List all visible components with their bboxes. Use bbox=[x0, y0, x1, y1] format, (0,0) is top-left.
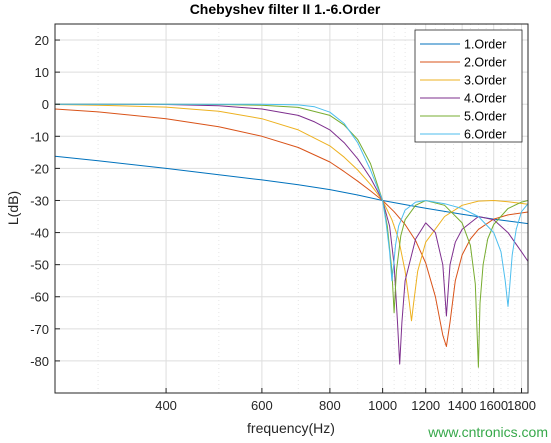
x-axis-title: frequency(Hz) bbox=[247, 420, 335, 436]
legend-label: 3.Order bbox=[464, 74, 506, 88]
legend-label: 1.Order bbox=[464, 38, 506, 52]
series-lines bbox=[54, 103, 529, 368]
y-tick-label: -50 bbox=[30, 258, 49, 273]
series-line bbox=[55, 103, 529, 307]
x-tick-label: 1000 bbox=[368, 398, 397, 413]
y-tick-label: 10 bbox=[35, 65, 49, 80]
y-tick-label: 0 bbox=[42, 97, 49, 112]
legend-label: 5.Order bbox=[464, 110, 506, 124]
y-tick-label: -60 bbox=[30, 290, 49, 305]
legend-label: 6.Order bbox=[464, 128, 506, 142]
series-line bbox=[55, 103, 529, 368]
y-tick-label: -70 bbox=[30, 322, 49, 337]
y-tick-label: -40 bbox=[30, 226, 49, 241]
legend-label: 4.Order bbox=[464, 92, 506, 106]
chart-title: Chebyshev filter II 1.-6.Order bbox=[190, 1, 381, 17]
x-tick-label: 400 bbox=[155, 398, 177, 413]
plot-frame bbox=[54, 23, 529, 394]
y-tick-label: -30 bbox=[30, 193, 49, 208]
y-tick-label: -10 bbox=[30, 129, 49, 144]
legend: 1.Order 2.Order 3.Order 4.Order 5.Order 6.Ord… bbox=[414, 29, 523, 143]
y-axis-title: L(dB) bbox=[5, 191, 21, 225]
legend-label: 2.Order bbox=[464, 56, 506, 70]
x-tick-label: 1600 bbox=[479, 398, 508, 413]
series-line bbox=[54, 104, 529, 322]
y-tick-label: 20 bbox=[35, 33, 49, 48]
x-tick-label: 1800 bbox=[507, 398, 536, 413]
y-tick-label: -80 bbox=[30, 354, 49, 369]
x-tick-label: 1400 bbox=[448, 398, 477, 413]
x-tick-label: 1200 bbox=[411, 398, 440, 413]
watermark-text: www.cntronics.com bbox=[427, 424, 548, 440]
y-tick-label: -20 bbox=[30, 161, 49, 176]
x-tick-label: 600 bbox=[251, 398, 273, 413]
x-tick-label: 800 bbox=[319, 398, 341, 413]
series-line bbox=[55, 103, 529, 365]
legend-box bbox=[414, 29, 523, 143]
